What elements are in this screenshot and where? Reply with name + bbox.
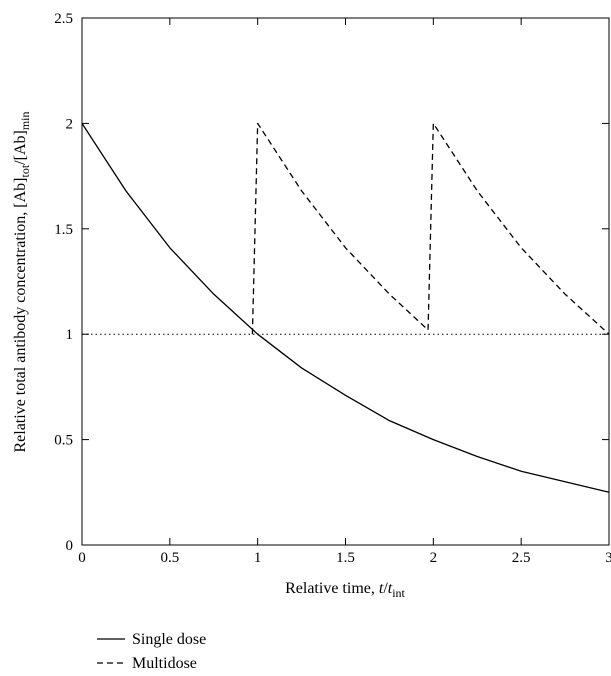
y-tick-label: 1: [66, 327, 74, 343]
x-tick-label: 1: [254, 550, 262, 566]
x-tick-label: 2: [430, 550, 438, 566]
x-tick-label: 2.5: [512, 550, 531, 566]
legend-label-single-dose: Single dose: [132, 631, 206, 648]
series-line-multidose: [251, 122, 610, 335]
y-tick-label: 2: [66, 116, 74, 132]
x-tick-label: 1.5: [336, 550, 355, 566]
x-tick-label: 0.5: [160, 550, 179, 566]
x-tick-label: 3: [605, 550, 611, 566]
series-line-single-dose: [81, 123, 610, 493]
y-tick-label: 0: [66, 538, 74, 554]
y-axis-title: Relative total antibody concentration, […: [12, 111, 32, 452]
x-tick-label: 0: [78, 550, 86, 566]
y-tick-label: 1.5: [54, 222, 73, 238]
plot-frame: [81, 17, 610, 546]
legend: Single dose Multidose: [97, 631, 206, 672]
x-axis-title: Relative time, t/tint: [285, 580, 405, 600]
y-tick-label: 0.5: [54, 433, 73, 449]
legend-label-multidose: Multidose: [132, 655, 197, 672]
y-tick-label: 2.5: [54, 11, 73, 27]
